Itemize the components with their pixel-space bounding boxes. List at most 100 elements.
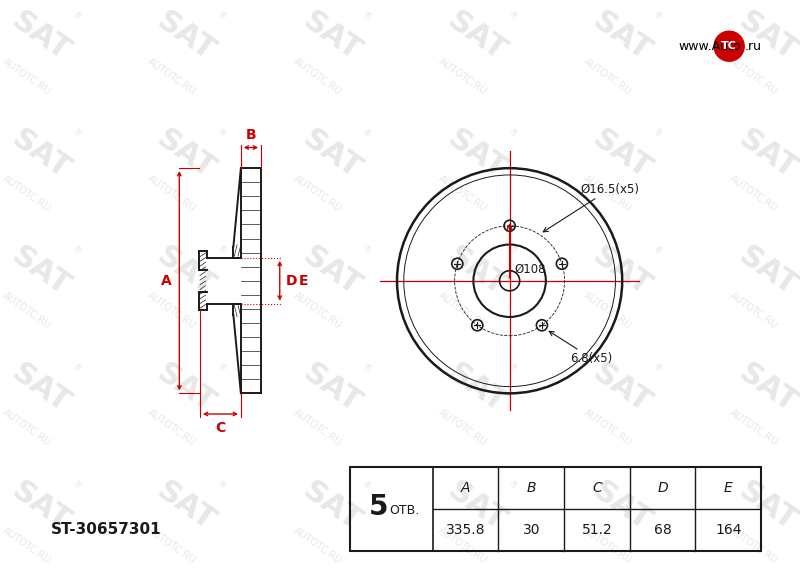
Text: SAT: SAT [442, 7, 511, 67]
Text: AUTOTC.RU: AUTOTC.RU [728, 56, 779, 96]
Text: ®: ® [361, 127, 373, 139]
Text: AUTOTC.RU: AUTOTC.RU [582, 525, 634, 566]
Bar [350, 466, 761, 551]
Text: AUTOTC.RU: AUTOTC.RU [146, 408, 198, 448]
Text: ®: ® [361, 362, 373, 374]
Text: www.Auto: www.Auto [678, 40, 741, 53]
Text: 164: 164 [715, 523, 742, 537]
Text: AUTOTC.RU: AUTOTC.RU [728, 525, 779, 566]
Text: SAT: SAT [297, 241, 366, 301]
Text: ®: ® [70, 10, 82, 22]
Text: AUTOTC.RU: AUTOTC.RU [728, 408, 779, 448]
Text: SAT: SAT [151, 7, 221, 67]
Text: AUTOTC.RU: AUTOTC.RU [437, 56, 489, 96]
Text: SAT: SAT [442, 476, 511, 536]
Text: ®: ® [798, 245, 800, 257]
Text: AUTOTC.RU: AUTOTC.RU [728, 291, 779, 331]
Text: SAT: SAT [297, 7, 366, 67]
Text: SAT: SAT [6, 241, 75, 301]
Text: ®: ® [361, 245, 373, 257]
Text: ®: ® [652, 10, 664, 22]
Text: SAT: SAT [6, 476, 75, 536]
Text: .ru: .ru [744, 40, 761, 53]
Text: E: E [724, 481, 733, 494]
Text: SAT: SAT [442, 241, 511, 301]
Text: 335.8: 335.8 [446, 523, 486, 537]
Text: AUTOTC.RU: AUTOTC.RU [291, 525, 343, 566]
Text: B: B [526, 481, 536, 494]
Text: ®: ® [506, 479, 518, 491]
Text: SAT: SAT [588, 476, 657, 536]
Text: AUTOTC.RU: AUTOTC.RU [146, 173, 198, 214]
Text: AUTOTC.RU: AUTOTC.RU [582, 173, 634, 214]
Text: SAT: SAT [733, 124, 800, 185]
Text: SAT: SAT [588, 241, 657, 301]
Text: AUTOTC.RU: AUTOTC.RU [437, 173, 489, 214]
Text: SAT: SAT [297, 359, 366, 419]
Circle shape [714, 31, 744, 61]
Text: D: D [658, 481, 668, 494]
Text: C: C [215, 421, 226, 434]
Text: ST-30657301: ST-30657301 [51, 522, 162, 537]
Text: SAT: SAT [297, 476, 366, 536]
Text: AUTOTC.RU: AUTOTC.RU [291, 56, 343, 96]
Text: AUTOTC.RU: AUTOTC.RU [1, 408, 52, 448]
Text: AUTOTC.RU: AUTOTC.RU [582, 408, 634, 448]
Text: 5: 5 [369, 493, 388, 521]
Text: ®: ® [216, 362, 227, 374]
Text: AUTOTC.RU: AUTOTC.RU [291, 408, 343, 448]
Text: ®: ® [798, 127, 800, 139]
Text: ®: ® [652, 127, 664, 139]
Text: SAT: SAT [297, 124, 366, 185]
Text: AUTOTC.RU: AUTOTC.RU [437, 291, 489, 331]
Text: SAT: SAT [151, 476, 221, 536]
Text: Ø16.5(x5): Ø16.5(x5) [543, 183, 639, 232]
Text: ®: ® [652, 362, 664, 374]
Text: SAT: SAT [442, 124, 511, 185]
Text: ОТВ.: ОТВ. [390, 504, 420, 517]
Text: ®: ® [798, 362, 800, 374]
Text: ®: ® [361, 10, 373, 22]
Text: ®: ® [798, 479, 800, 491]
Text: ®: ® [652, 245, 664, 257]
Text: AUTOTC.RU: AUTOTC.RU [146, 525, 198, 566]
Text: TC: TC [722, 41, 737, 51]
Text: AUTOTC.RU: AUTOTC.RU [291, 173, 343, 214]
Text: SAT: SAT [588, 124, 657, 185]
Text: B: B [246, 128, 256, 142]
Text: 30: 30 [522, 523, 540, 537]
Text: AUTOTC.RU: AUTOTC.RU [582, 56, 634, 96]
Text: C: C [592, 481, 602, 494]
Text: AUTOTC.RU: AUTOTC.RU [437, 525, 489, 566]
Text: SAT: SAT [6, 359, 75, 419]
Text: ®: ® [506, 127, 518, 139]
Text: ®: ® [70, 245, 82, 257]
Text: Ø108: Ø108 [514, 263, 546, 276]
Text: 51.2: 51.2 [582, 523, 612, 537]
Text: ®: ® [506, 10, 518, 22]
Text: AUTOTC.RU: AUTOTC.RU [291, 291, 343, 331]
Text: SAT: SAT [733, 359, 800, 419]
Text: AUTOTC.RU: AUTOTC.RU [437, 408, 489, 448]
Text: SAT: SAT [151, 359, 221, 419]
Text: SAT: SAT [588, 359, 657, 419]
Text: AUTOTC.RU: AUTOTC.RU [582, 291, 634, 331]
Text: SAT: SAT [733, 476, 800, 536]
Text: SAT: SAT [151, 124, 221, 185]
Text: 6.8(x5): 6.8(x5) [549, 331, 613, 365]
Text: ®: ® [506, 362, 518, 374]
Text: ®: ® [506, 245, 518, 257]
Text: ®: ® [70, 479, 82, 491]
Text: SAT: SAT [733, 7, 800, 67]
Text: SAT: SAT [588, 7, 657, 67]
Text: A: A [461, 481, 470, 494]
Text: ®: ® [361, 479, 373, 491]
Text: AUTOTC.RU: AUTOTC.RU [1, 56, 52, 96]
Text: ®: ® [216, 245, 227, 257]
Text: AUTOTC.RU: AUTOTC.RU [728, 173, 779, 214]
Text: ®: ® [70, 127, 82, 139]
Text: ®: ® [70, 362, 82, 374]
Text: SAT: SAT [6, 7, 75, 67]
Text: D: D [286, 274, 297, 288]
Text: AUTOTC.RU: AUTOTC.RU [1, 291, 52, 331]
